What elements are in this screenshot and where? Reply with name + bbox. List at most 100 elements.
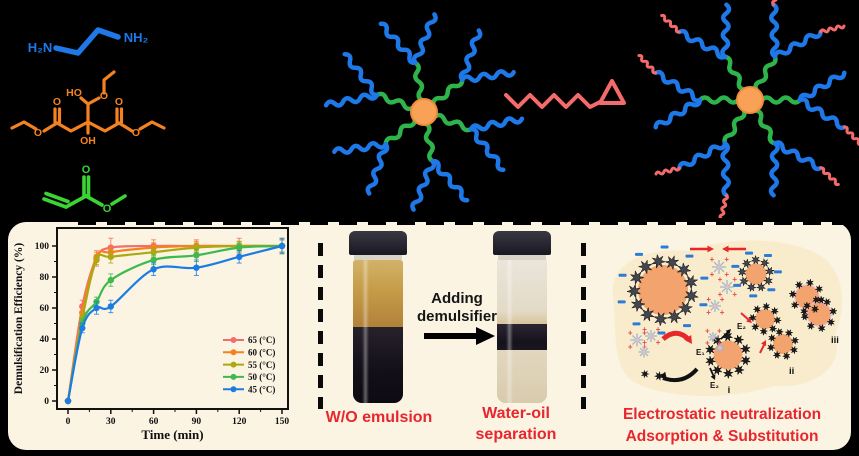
demulsifier-molecule: + + + + [706, 295, 724, 317]
positive-charge: + [710, 270, 715, 279]
wo-emulsion-caption: W/O emulsion [325, 409, 433, 426]
dashed-divider-right [581, 243, 586, 409]
positive-charge: + [705, 326, 710, 335]
vial-cap [493, 231, 551, 255]
vial-body [353, 260, 403, 403]
demulsifier-molecule [715, 343, 725, 353]
series-45 (°C) [64, 237, 286, 405]
svg-text:50 (°C): 50 (°C) [248, 372, 275, 382]
right-arrow-icon [424, 327, 496, 345]
emulsion-layer [353, 260, 403, 328]
svg-text:100: 100 [35, 242, 50, 252]
label-step-ii: ii [789, 366, 794, 377]
water-oil-separation-caption: Water-oil separation [453, 403, 579, 445]
droplet-step-ii [755, 309, 775, 329]
svg-text:O: O [82, 164, 91, 176]
svg-text:20: 20 [40, 366, 50, 376]
demulsifier-molecule: + + + + [642, 325, 660, 347]
positive-charge: + [642, 328, 647, 337]
svg-text:90: 90 [192, 417, 202, 427]
negative-charge [763, 254, 772, 258]
negative-charge [660, 245, 669, 249]
svg-text:150: 150 [275, 417, 290, 427]
positive-charge: + [720, 308, 725, 317]
alkyl-epoxide-molecule [504, 79, 626, 109]
chart-legend: 65 (°C) 60 (°C) 55 (°C) 50 (°C) 45 (°C) [223, 335, 275, 394]
negative-charge [749, 294, 758, 298]
positive-charge: + [718, 290, 723, 299]
label-e2: E₂ [710, 381, 719, 390]
svg-text:Demulsification Efficiency (%): Demulsification Efficiency (%) [13, 243, 25, 395]
svg-text:OH: OH [80, 135, 96, 147]
negative-charge [618, 273, 627, 277]
oil-band-layer [497, 324, 547, 351]
negative-charge [632, 322, 641, 326]
svg-text:O: O [34, 127, 42, 139]
svg-text:65 (°C): 65 (°C) [248, 335, 275, 345]
svg-text:0: 0 [66, 417, 71, 427]
svg-text:55 (°C): 55 (°C) [248, 360, 275, 370]
svg-text:O: O [132, 127, 140, 139]
arrow-label-line1: Adding [431, 290, 483, 307]
water-droplet-large [638, 265, 688, 315]
arrow-label-line2: demulsifier [416, 308, 498, 325]
arrow-shaft [424, 333, 478, 339]
glass-shine [362, 260, 369, 403]
demulsifier-molecule: + + + + [718, 275, 738, 299]
svg-text:O: O [100, 90, 108, 102]
negative-charge [773, 270, 782, 274]
demulsification-efficiency-chart: 0 30 60 90 120 150 0 20 40 60 80 100 Time (min) Demul… [13, 227, 290, 442]
negative-charge [617, 300, 626, 304]
negative-charge [683, 324, 692, 328]
separated-vial [493, 231, 551, 403]
label-e1: E₁ [696, 348, 705, 357]
positive-charge: + [642, 325, 647, 334]
released-asphaltene [654, 371, 664, 381]
caption-line2: separation [475, 426, 557, 443]
positive-charge: + [724, 270, 729, 279]
positive-charge: + [717, 339, 722, 348]
positive-charge: + [705, 339, 710, 348]
vial-body [497, 260, 547, 403]
arrow-head [476, 327, 495, 345]
droplet-step-iii [806, 301, 832, 327]
label-step-iii: iii [831, 335, 839, 346]
svg-text:60: 60 [40, 304, 50, 314]
acrylate-molecule [42, 175, 127, 209]
positive-charge: + [718, 275, 723, 284]
positive-charge: + [628, 343, 633, 352]
svg-text:O: O [103, 203, 112, 215]
svg-text:HO: HO [66, 87, 82, 99]
label-step-i: i [728, 385, 731, 396]
vial-neck [498, 255, 546, 260]
caption-line1: Water-oil [482, 405, 550, 422]
svg-text:O: O [53, 96, 61, 108]
demulsifier-molecule [638, 346, 650, 358]
water-layer [497, 350, 547, 403]
grafted-demulsifier-polymer [637, 0, 859, 221]
positive-charge: + [724, 255, 729, 264]
svg-text:80: 80 [40, 273, 50, 283]
positive-charge: + [656, 325, 661, 334]
water-droplet-small [745, 263, 767, 285]
demulsifier-molecule: + + + + [710, 255, 730, 279]
hyperbranched-polymer [323, 12, 525, 212]
negative-charge [634, 252, 643, 256]
glass-shine [506, 260, 513, 403]
polymer-core [736, 86, 764, 114]
svg-text:60 (°C): 60 (°C) [248, 348, 275, 358]
negative-charge [700, 276, 709, 280]
positive-charge: + [732, 275, 737, 284]
vial-cap [349, 231, 407, 255]
citrate-molecule [10, 70, 166, 135]
negative-charge [733, 283, 742, 287]
negative-charge [745, 251, 754, 255]
droplet-step-ii [773, 334, 793, 354]
svg-text:120: 120 [232, 417, 247, 427]
label-e2: E₂ [737, 322, 746, 331]
positive-charge: + [628, 328, 633, 337]
svg-text:Time (min): Time (min) [141, 427, 203, 442]
